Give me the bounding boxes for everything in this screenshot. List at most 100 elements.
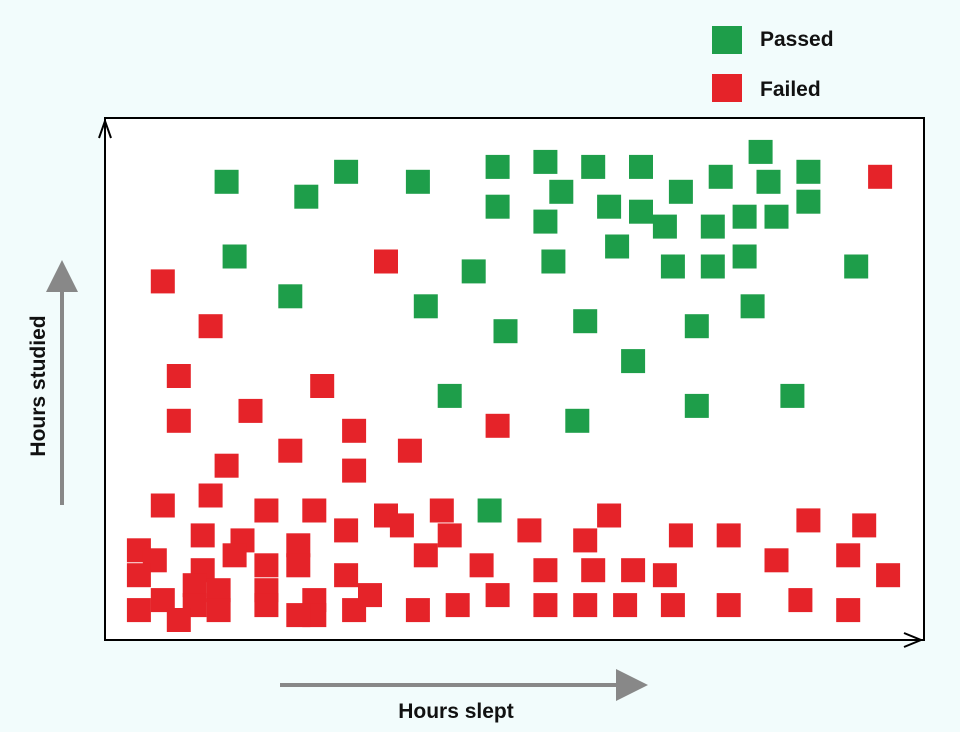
passed-point bbox=[700, 254, 725, 279]
passed-point bbox=[214, 169, 239, 194]
passed-point bbox=[294, 184, 319, 209]
failed-point bbox=[126, 563, 151, 588]
passed-point bbox=[597, 194, 622, 219]
failed-point bbox=[342, 418, 367, 443]
failed-point bbox=[238, 398, 263, 423]
failed-point bbox=[150, 269, 175, 294]
failed-point bbox=[166, 608, 191, 632]
passed-point bbox=[485, 194, 510, 219]
passed-point bbox=[334, 159, 359, 184]
data-markers bbox=[126, 139, 901, 632]
failed-point bbox=[286, 603, 311, 628]
passed-point bbox=[748, 139, 773, 164]
failed-point bbox=[190, 523, 215, 548]
failed-point bbox=[469, 553, 494, 578]
failed-point bbox=[374, 249, 398, 274]
failed-point bbox=[621, 558, 646, 583]
failed-point bbox=[613, 593, 638, 618]
legend-swatch-failed bbox=[712, 74, 742, 102]
passed-point bbox=[700, 214, 725, 239]
failed-point bbox=[150, 493, 175, 518]
passed-point bbox=[581, 154, 606, 179]
passed-point bbox=[660, 254, 685, 279]
passed-point bbox=[684, 393, 709, 418]
failed-point bbox=[660, 593, 685, 618]
failed-point bbox=[437, 523, 462, 548]
passed-point bbox=[740, 294, 765, 319]
failed-point bbox=[716, 593, 741, 618]
passed-point bbox=[764, 204, 789, 229]
failed-point bbox=[573, 528, 598, 553]
passed-point bbox=[485, 154, 510, 179]
failed-point bbox=[222, 543, 247, 568]
failed-point bbox=[573, 593, 598, 618]
failed-point bbox=[254, 553, 279, 578]
failed-point bbox=[342, 458, 367, 483]
passed-point bbox=[668, 179, 693, 204]
passed-point bbox=[652, 214, 677, 239]
failed-point bbox=[485, 583, 510, 608]
passed-point bbox=[533, 149, 558, 174]
failed-point bbox=[198, 483, 223, 508]
passed-point bbox=[708, 164, 733, 189]
failed-point bbox=[358, 583, 382, 608]
legend-label-failed: Failed bbox=[760, 78, 821, 101]
failed-point bbox=[310, 374, 335, 398]
failed-point bbox=[796, 508, 821, 533]
failed-point bbox=[166, 408, 191, 433]
passed-point bbox=[405, 169, 430, 194]
failed-point bbox=[597, 503, 622, 528]
passed-point bbox=[621, 349, 646, 374]
failed-point bbox=[334, 518, 359, 543]
passed-point bbox=[844, 254, 869, 279]
x-axis-arrowhead bbox=[903, 632, 924, 648]
passed-point bbox=[413, 294, 438, 319]
passed-point bbox=[796, 189, 821, 214]
passed-point bbox=[573, 309, 598, 334]
failed-point bbox=[668, 523, 693, 548]
y-axis-label: Hours studied bbox=[27, 315, 50, 456]
passed-point bbox=[278, 284, 303, 309]
passed-point bbox=[629, 154, 653, 179]
failed-point bbox=[836, 543, 861, 568]
passed-point bbox=[780, 383, 805, 408]
failed-point bbox=[533, 593, 558, 618]
failed-point bbox=[429, 498, 454, 523]
passed-point bbox=[533, 209, 558, 234]
failed-point bbox=[214, 453, 239, 478]
passed-point bbox=[477, 498, 502, 523]
failed-point bbox=[836, 598, 861, 623]
failed-point bbox=[517, 518, 542, 543]
failed-point bbox=[389, 513, 414, 538]
passed-point bbox=[796, 159, 821, 184]
failed-point bbox=[413, 543, 438, 568]
passed-point bbox=[565, 408, 590, 433]
failed-point bbox=[254, 498, 279, 523]
passed-point bbox=[629, 199, 653, 224]
failed-point bbox=[876, 563, 901, 588]
passed-point bbox=[684, 314, 709, 339]
passed-point bbox=[732, 244, 757, 269]
passed-point bbox=[732, 204, 757, 229]
failed-point bbox=[166, 364, 191, 388]
passed-point bbox=[437, 383, 462, 408]
failed-point bbox=[868, 164, 893, 189]
passed-point bbox=[549, 179, 574, 204]
failed-point bbox=[652, 563, 677, 588]
failed-point bbox=[126, 598, 151, 623]
failed-point bbox=[764, 548, 789, 573]
failed-point bbox=[254, 593, 279, 618]
failed-point bbox=[198, 314, 223, 339]
failed-point bbox=[581, 558, 606, 583]
x-axis-label: Hours slept bbox=[398, 700, 514, 723]
passed-point bbox=[756, 169, 781, 194]
failed-point bbox=[788, 588, 813, 613]
legend-swatch-passed bbox=[712, 26, 742, 54]
passed-point bbox=[541, 249, 566, 274]
failed-point bbox=[445, 593, 470, 618]
failed-point bbox=[286, 553, 311, 578]
passed-point bbox=[493, 319, 518, 344]
legend: Passed Failed bbox=[712, 26, 834, 102]
failed-point bbox=[405, 598, 430, 623]
